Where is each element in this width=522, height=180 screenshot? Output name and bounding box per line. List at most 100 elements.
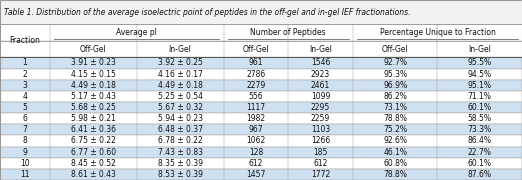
- Text: Off-Gel: Off-Gel: [243, 45, 269, 54]
- Text: 75.2%: 75.2%: [383, 125, 407, 134]
- Text: 92.7%: 92.7%: [383, 58, 407, 68]
- Text: 95.3%: 95.3%: [383, 70, 407, 79]
- Text: 1457: 1457: [246, 170, 266, 179]
- Text: 87.6%: 87.6%: [468, 170, 492, 179]
- Text: 96.9%: 96.9%: [383, 81, 407, 90]
- Text: 6.78 ± 0.22: 6.78 ± 0.22: [158, 136, 203, 145]
- Text: Fraction: Fraction: [9, 36, 40, 45]
- Text: 2295: 2295: [311, 103, 330, 112]
- Bar: [0, 80, 522, 91]
- Text: 4.49 ± 0.18: 4.49 ± 0.18: [158, 81, 203, 90]
- Text: 58.5%: 58.5%: [468, 114, 492, 123]
- Text: 961: 961: [248, 58, 263, 68]
- Text: In-Gel: In-Gel: [169, 45, 192, 54]
- Text: 612: 612: [313, 159, 328, 168]
- Text: 967: 967: [248, 125, 263, 134]
- Text: 6.41 ± 0.36: 6.41 ± 0.36: [71, 125, 116, 134]
- Text: 6: 6: [22, 114, 28, 123]
- Text: 5.98 ± 0.21: 5.98 ± 0.21: [71, 114, 116, 123]
- Text: 1982: 1982: [246, 114, 265, 123]
- Text: 9: 9: [22, 148, 28, 157]
- Text: Number of Peptides: Number of Peptides: [251, 28, 326, 37]
- Text: 3: 3: [22, 81, 28, 90]
- Text: 556: 556: [248, 92, 263, 101]
- Text: 46.1%: 46.1%: [383, 148, 407, 157]
- Text: 60.1%: 60.1%: [468, 159, 492, 168]
- Bar: [0, 69, 522, 80]
- Text: Off-Gel: Off-Gel: [382, 45, 409, 54]
- Text: 6.77 ± 0.60: 6.77 ± 0.60: [71, 148, 116, 157]
- Bar: [0, 169, 522, 180]
- Text: 1772: 1772: [311, 170, 330, 179]
- Text: 8.45 ± 0.52: 8.45 ± 0.52: [71, 159, 116, 168]
- Text: 5.68 ± 0.25: 5.68 ± 0.25: [71, 103, 116, 112]
- Text: 71.1%: 71.1%: [468, 92, 492, 101]
- Text: 2: 2: [22, 70, 27, 79]
- Text: In-Gel: In-Gel: [468, 45, 491, 54]
- Text: 2279: 2279: [246, 81, 266, 90]
- Text: 94.5%: 94.5%: [468, 70, 492, 79]
- Text: 1099: 1099: [311, 92, 330, 101]
- Text: 1546: 1546: [311, 58, 330, 68]
- Text: 5.94 ± 0.23: 5.94 ± 0.23: [158, 114, 203, 123]
- Text: In-Gel: In-Gel: [309, 45, 332, 54]
- Bar: [0, 91, 522, 102]
- Text: Off-Gel: Off-Gel: [80, 45, 106, 54]
- Text: Table 1. Distribution of the average isoelectric point of peptides in the off-ge: Table 1. Distribution of the average iso…: [4, 8, 410, 17]
- Text: 11: 11: [20, 170, 30, 179]
- Bar: [0, 0, 522, 24]
- Text: 2461: 2461: [311, 81, 330, 90]
- Text: 73.1%: 73.1%: [383, 103, 407, 112]
- Text: 2259: 2259: [311, 114, 330, 123]
- Bar: [0, 124, 522, 135]
- Text: 3.92 ± 0.25: 3.92 ± 0.25: [158, 58, 203, 68]
- Bar: [0, 57, 522, 69]
- Text: 86.4%: 86.4%: [468, 136, 492, 145]
- Text: 1103: 1103: [311, 125, 330, 134]
- Text: 7.43 ± 0.83: 7.43 ± 0.83: [158, 148, 203, 157]
- Text: Average pI: Average pI: [116, 28, 157, 37]
- Text: 2786: 2786: [246, 70, 266, 79]
- Text: 78.8%: 78.8%: [383, 170, 407, 179]
- Text: 8.53 ± 0.39: 8.53 ± 0.39: [158, 170, 203, 179]
- Text: 5.25 ± 0.54: 5.25 ± 0.54: [158, 92, 203, 101]
- Text: 78.8%: 78.8%: [383, 114, 407, 123]
- Text: 1117: 1117: [246, 103, 265, 112]
- Text: 2923: 2923: [311, 70, 330, 79]
- Bar: [0, 113, 522, 124]
- Bar: [0, 158, 522, 169]
- Text: 612: 612: [248, 159, 263, 168]
- Text: 5.17 ± 0.43: 5.17 ± 0.43: [71, 92, 116, 101]
- Text: 4.16 ± 0.17: 4.16 ± 0.17: [158, 70, 203, 79]
- Text: 95.5%: 95.5%: [468, 58, 492, 68]
- Text: Percentage Unique to Fraction: Percentage Unique to Fraction: [379, 28, 495, 37]
- Text: 86.2%: 86.2%: [383, 92, 407, 101]
- Bar: [0, 24, 522, 41]
- Text: 8.61 ± 0.43: 8.61 ± 0.43: [71, 170, 116, 179]
- Text: 1266: 1266: [311, 136, 330, 145]
- Bar: [0, 135, 522, 147]
- Text: 8: 8: [22, 136, 27, 145]
- Text: 10: 10: [20, 159, 30, 168]
- Text: 5.67 ± 0.32: 5.67 ± 0.32: [158, 103, 203, 112]
- Text: 95.1%: 95.1%: [468, 81, 492, 90]
- Text: 3.91 ± 0.23: 3.91 ± 0.23: [71, 58, 116, 68]
- Text: 22.7%: 22.7%: [468, 148, 492, 157]
- Text: 4.49 ± 0.18: 4.49 ± 0.18: [71, 81, 116, 90]
- Text: 4.15 ± 0.15: 4.15 ± 0.15: [71, 70, 116, 79]
- Text: 92.6%: 92.6%: [383, 136, 407, 145]
- Text: 1: 1: [22, 58, 27, 68]
- Text: 6.48 ± 0.37: 6.48 ± 0.37: [158, 125, 203, 134]
- Text: 185: 185: [313, 148, 328, 157]
- Text: 60.1%: 60.1%: [468, 103, 492, 112]
- Text: 5: 5: [22, 103, 28, 112]
- Bar: [0, 102, 522, 113]
- Text: 4: 4: [22, 92, 28, 101]
- Text: 73.3%: 73.3%: [468, 125, 492, 134]
- Text: 7: 7: [22, 125, 28, 134]
- Text: 8.35 ± 0.39: 8.35 ± 0.39: [158, 159, 203, 168]
- Text: 60.8%: 60.8%: [383, 159, 407, 168]
- Bar: [0, 147, 522, 158]
- Text: 1062: 1062: [246, 136, 266, 145]
- Text: 6.75 ± 0.22: 6.75 ± 0.22: [71, 136, 116, 145]
